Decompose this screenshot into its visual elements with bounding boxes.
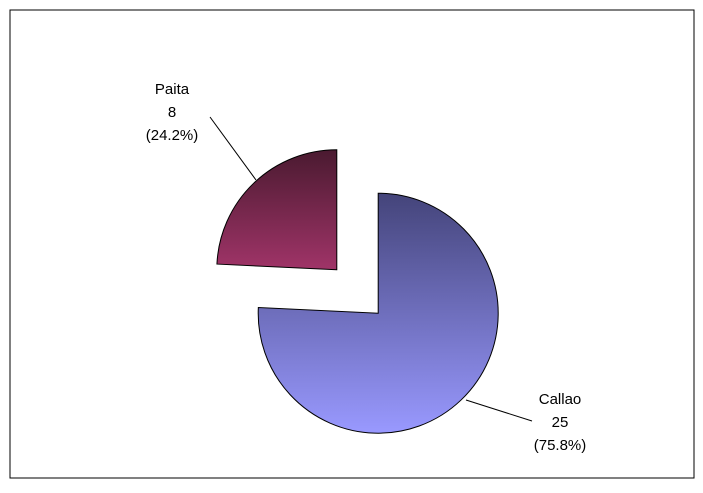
slice-label: Callao (539, 391, 582, 408)
leader-line (465, 399, 533, 422)
slice-percent: (24.2%) (146, 127, 199, 144)
slice-value: 8 (168, 104, 176, 121)
slice-value: 25 (552, 414, 569, 431)
slice-percent: (75.8%) (534, 437, 587, 454)
pie-slice (216, 149, 338, 271)
leader-line (209, 116, 257, 181)
slice-label: Paita (155, 81, 190, 98)
pie-slice (257, 192, 499, 434)
